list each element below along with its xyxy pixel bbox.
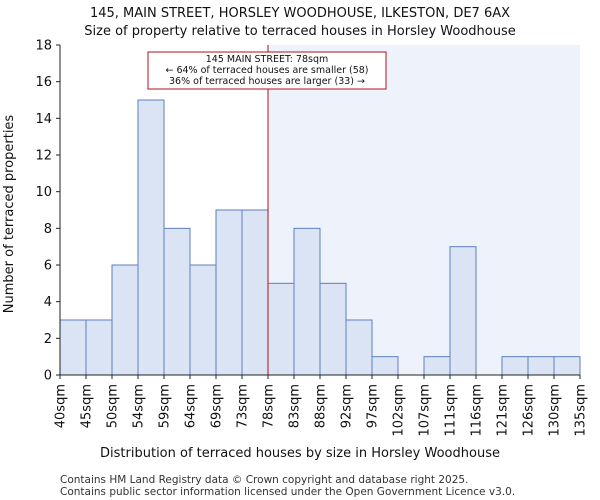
- annotation-line-1: 145 MAIN STREET: 78sqm: [206, 54, 329, 65]
- x-tick-label: 59sqm: [158, 384, 173, 428]
- x-tick-label: 107sqm: [418, 384, 433, 437]
- x-tick-label: 40sqm: [54, 384, 69, 428]
- x-tick-label: 54sqm: [132, 384, 147, 428]
- x-tick-label: 92sqm: [340, 384, 355, 428]
- chart-title: 145, MAIN STREET, HORSLEY WOODHOUSE, ILK…: [90, 6, 510, 21]
- x-tick-label: 116sqm: [470, 384, 485, 437]
- x-tick-label: 83sqm: [288, 384, 303, 428]
- bar-107sqm: [423, 356, 451, 376]
- y-tick-label: 2: [44, 332, 52, 347]
- bar-78sqm: [267, 282, 295, 376]
- bar-40sqm: [59, 319, 87, 376]
- x-tick-label: 50sqm: [106, 384, 121, 428]
- y-tick-label: 18: [35, 39, 52, 54]
- footer-line-1: Contains HM Land Registry data © Crown c…: [60, 474, 468, 486]
- x-tick-label: 121sqm: [496, 384, 511, 437]
- y-axis: 0 2 4 6 8 10 12 14 16 18: [35, 39, 60, 384]
- bars-group: [59, 99, 581, 376]
- x-tick-label: 64sqm: [184, 384, 199, 428]
- x-tick-label: 130sqm: [548, 384, 563, 437]
- footer-line-2: Contains public sector information licen…: [60, 486, 515, 498]
- x-tick-label: 111sqm: [444, 384, 459, 437]
- bar-83sqm: [293, 227, 321, 376]
- annotation-box: 145 MAIN STREET: 78sqm ← 64% of terraced…: [147, 51, 387, 90]
- x-tick-label: 88sqm: [314, 384, 329, 428]
- y-tick-label: 4: [44, 295, 52, 310]
- x-tick-label: 69sqm: [210, 384, 225, 428]
- y-tick-label: 8: [44, 222, 52, 237]
- annotation-line-3: 36% of terraced houses are larger (33) →: [169, 76, 365, 87]
- x-axis: 40sqm 45sqm 50sqm 54sqm 59sqm 64sqm 69sqm 73sqm…: [54, 375, 589, 437]
- x-tick-label: 73sqm: [236, 384, 251, 428]
- y-tick-label: 6: [44, 259, 52, 274]
- x-tick-label: 102sqm: [392, 384, 407, 437]
- bar-69sqm: [215, 209, 243, 376]
- annotation-line-2: ← 64% of terraced houses are smaller (58…: [165, 65, 368, 76]
- x-tick-label: 97sqm: [366, 384, 381, 428]
- x-tick-label: 135sqm: [574, 384, 589, 437]
- bar-50sqm: [111, 264, 139, 376]
- bar-97sqm: [371, 356, 399, 376]
- x-tick-label: 78sqm: [262, 384, 277, 428]
- y-tick-label: 0: [44, 369, 52, 384]
- y-axis-label: Number of terraced properties: [2, 115, 17, 314]
- y-tick-label: 12: [35, 149, 52, 164]
- chart-subtitle: Size of property relative to terraced ho…: [84, 24, 516, 39]
- bar-73sqm: [241, 209, 269, 376]
- bar-92sqm: [345, 319, 373, 376]
- bar-111sqm: [449, 246, 477, 376]
- bar-130sqm: [553, 356, 581, 376]
- bar-64sqm: [189, 264, 217, 376]
- x-tick-label: 45sqm: [80, 384, 95, 428]
- y-tick-label: 14: [35, 112, 52, 127]
- y-tick-label: 10: [35, 185, 52, 200]
- bar-54sqm: [137, 99, 165, 376]
- bar-88sqm: [319, 282, 347, 376]
- bar-121sqm: [501, 356, 529, 376]
- x-tick-label: 126sqm: [522, 384, 537, 437]
- bar-45sqm: [85, 319, 113, 376]
- bar-126sqm: [527, 356, 555, 376]
- x-axis-label: Distribution of terraced houses by size …: [100, 446, 500, 461]
- y-tick-label: 16: [35, 75, 52, 90]
- bar-59sqm: [163, 227, 191, 376]
- annotation-frame: [147, 51, 387, 90]
